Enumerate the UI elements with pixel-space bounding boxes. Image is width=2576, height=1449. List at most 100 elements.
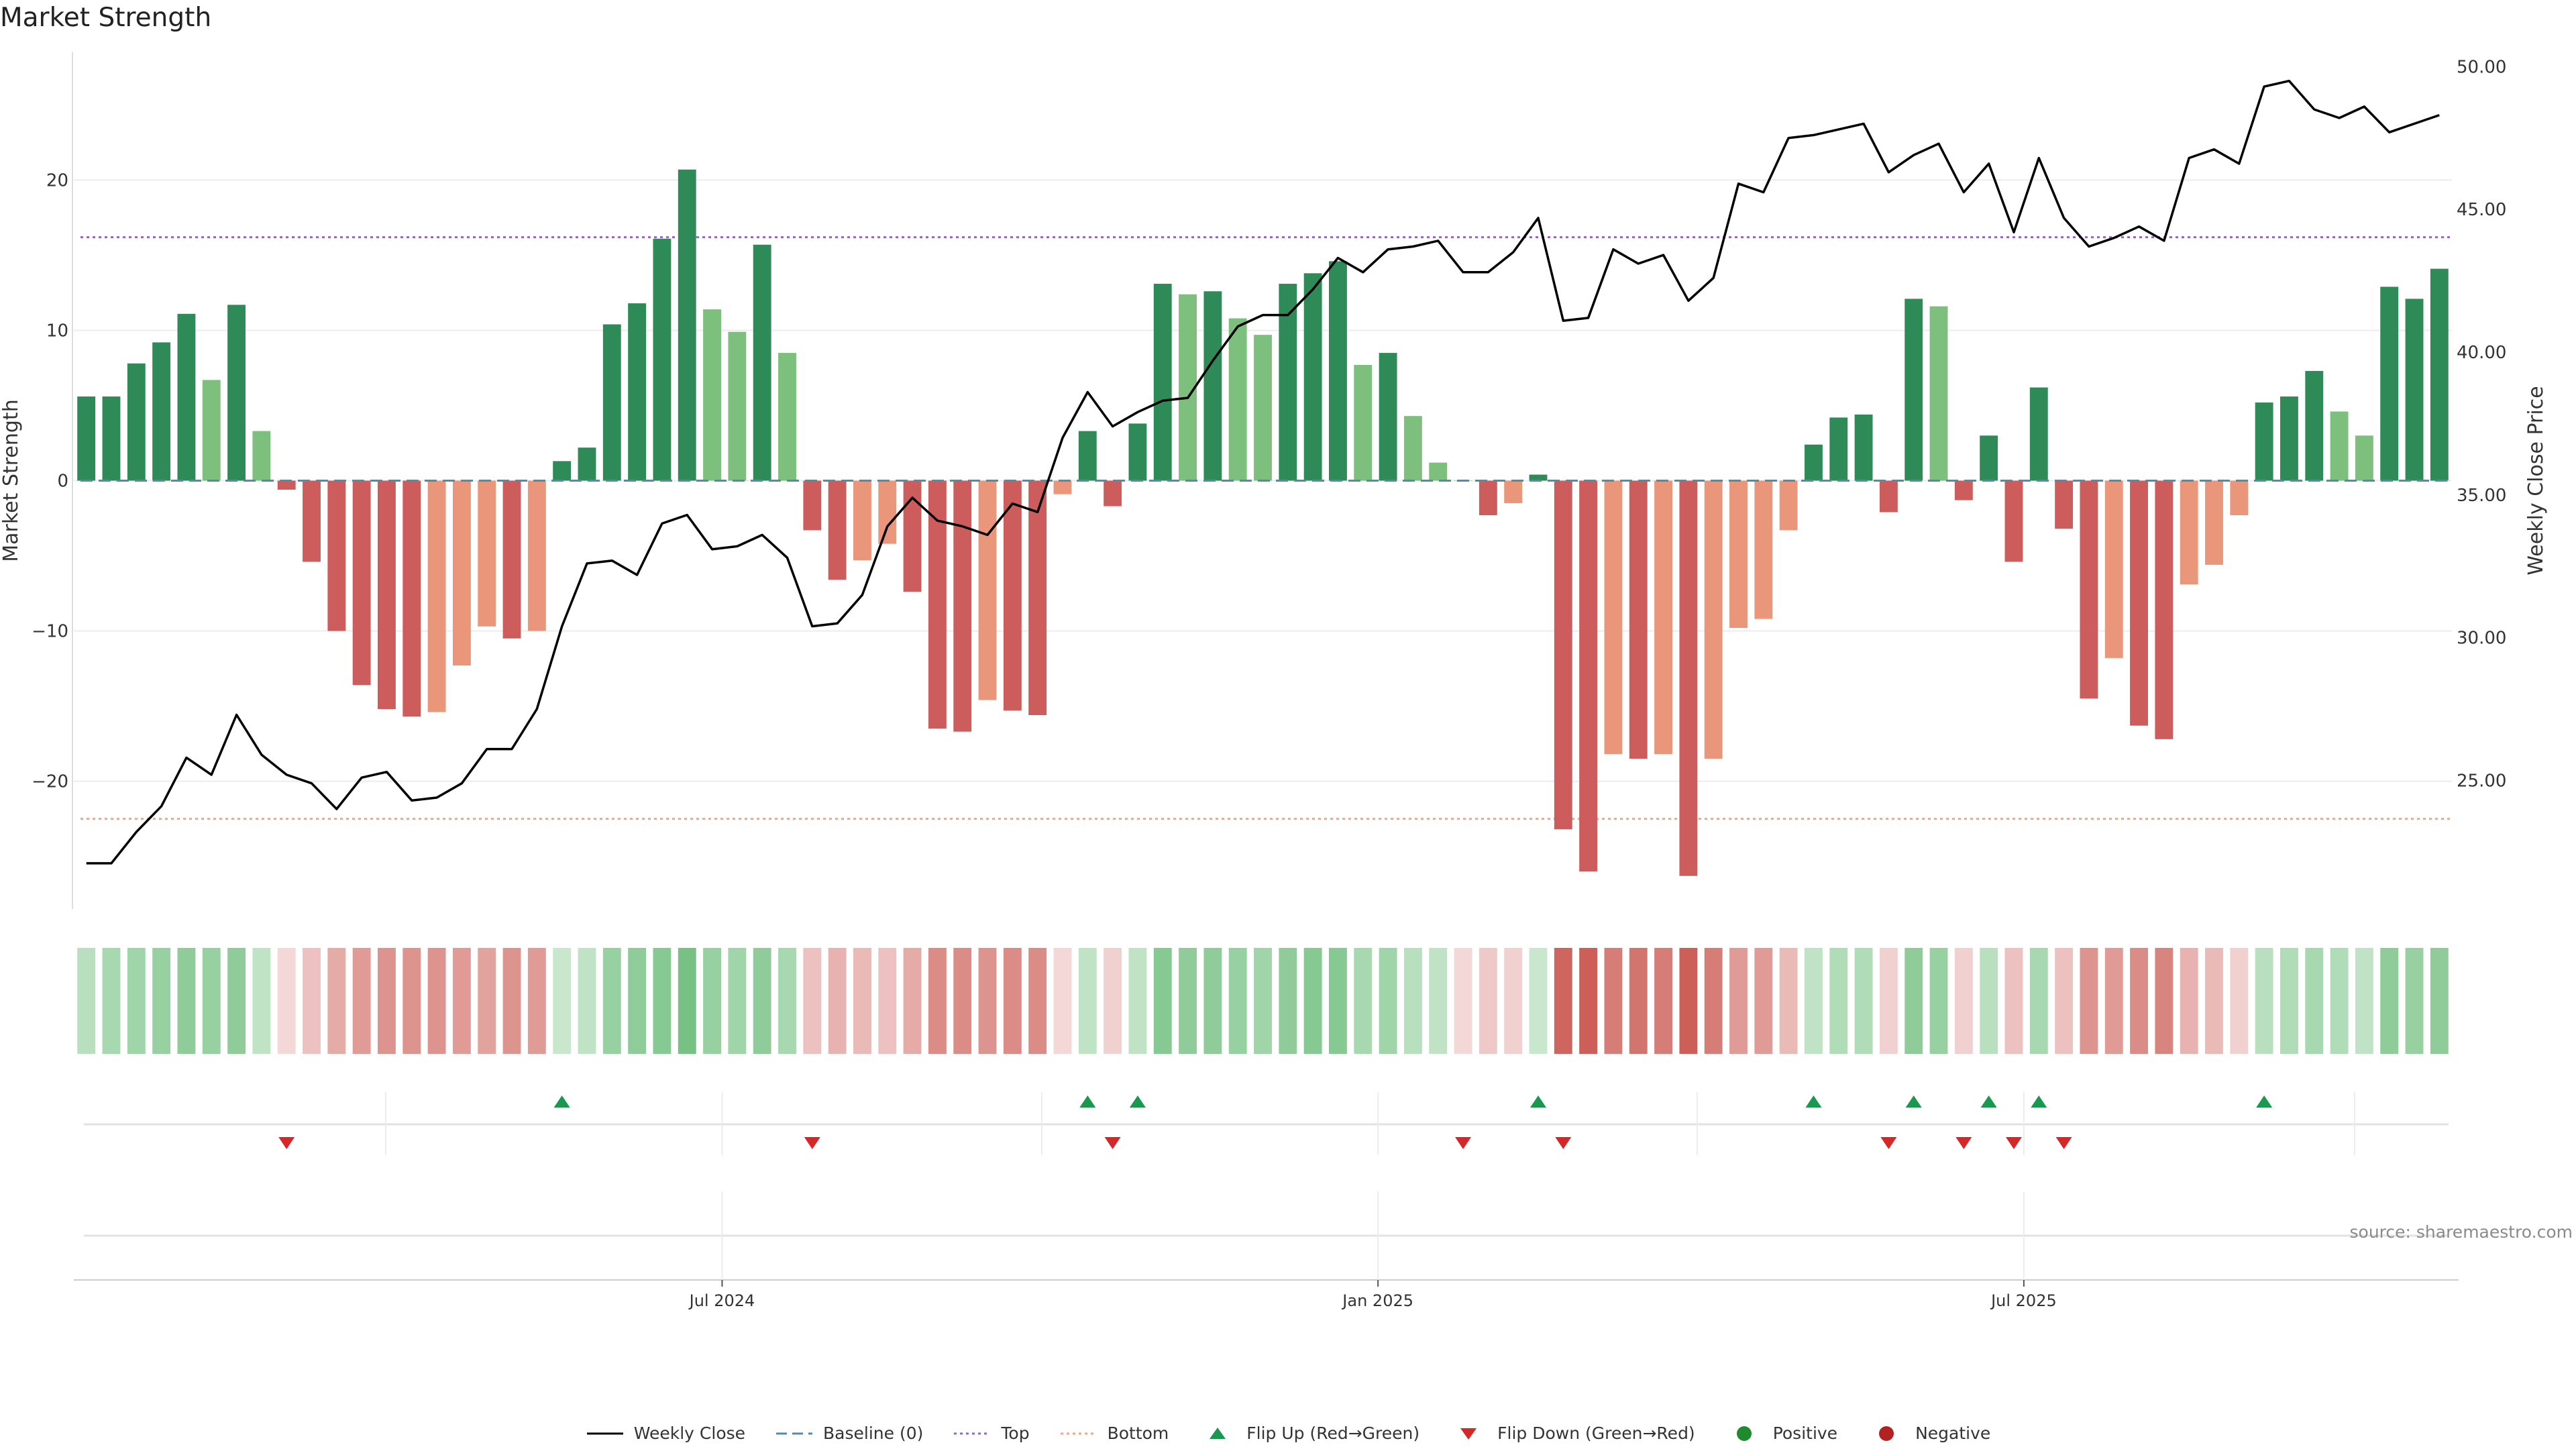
strength-bar [678, 169, 696, 481]
legend-label: Flip Up (Red→Green) [1246, 1424, 1420, 1443]
strip-cell [1729, 948, 1748, 1054]
strength-bar [1354, 364, 1373, 481]
flip-down-marker [1555, 1137, 1572, 1149]
strength-bar [1654, 480, 1672, 755]
strip-cell [2130, 948, 2148, 1054]
strip-cell [1980, 948, 1998, 1054]
strip-cell [1454, 948, 1472, 1054]
strip-cell [1754, 948, 1773, 1054]
strip-cell [953, 948, 972, 1054]
strip-cell [628, 948, 647, 1054]
y-tick-label: 20 [46, 170, 68, 191]
strip-cell [1904, 948, 1923, 1054]
y-tick-label: −20 [32, 772, 68, 792]
strength-bar [2004, 480, 2023, 562]
legend-label: Positive [1772, 1424, 1838, 1443]
strip-cell [602, 948, 621, 1054]
strip-cell [202, 948, 221, 1054]
flip_up-legend-icon [1198, 1425, 1237, 1442]
strength-bar [1254, 335, 1272, 481]
flip-up-marker [2256, 1095, 2273, 1108]
strength-bar [1028, 480, 1047, 715]
strength-bar [1929, 306, 1948, 481]
y-axis-title: Market Strength [0, 399, 23, 561]
strip-cell [1279, 948, 1297, 1054]
strip-cell [502, 948, 521, 1054]
strip-cell [2405, 948, 2424, 1054]
strength-bar [1228, 318, 1247, 481]
strength-bar [953, 480, 972, 732]
strength-bar [1679, 480, 1698, 876]
strength-bar [1604, 480, 1623, 755]
top-legend-icon [953, 1425, 991, 1442]
strength-bar [202, 380, 221, 481]
close-line-layer [86, 79, 2440, 865]
strip-cell [352, 948, 371, 1054]
strength-bar [928, 480, 947, 729]
strip-cell [1028, 948, 1047, 1054]
strength-bar [1279, 284, 1297, 481]
legend-item-baseline: Baseline (0) [775, 1424, 923, 1443]
flip-down-marker [1955, 1137, 1972, 1149]
flip-up-marker [2031, 1095, 2047, 1108]
axes: −20 −10 0 10 20 25.00 30.00 35.00 40.00 45.00 50.0… [0, 52, 2548, 909]
strength-bar [452, 480, 471, 666]
strip-cell [1805, 948, 1823, 1054]
strip-cell [903, 948, 922, 1054]
strength-bar [2104, 480, 2123, 658]
legend-label: Flip Down (Green→Red) [1497, 1424, 1695, 1443]
strip-cell [1128, 948, 1147, 1054]
strip-cell [1704, 948, 1723, 1054]
strip-cell [1504, 948, 1523, 1054]
strip-cell [2155, 948, 2174, 1054]
strength-bar [2130, 480, 2148, 726]
strip-cell [1954, 948, 1973, 1054]
strength-bar [427, 480, 446, 712]
strip-cell [1303, 948, 1322, 1054]
legend-label: Weekly Close [633, 1424, 746, 1443]
strength-bar [628, 303, 647, 481]
strength-bar [152, 342, 171, 481]
strength-bar [402, 480, 421, 717]
time-axis-panel: Jul 2024 Jan 2025 Jul 2025 [74, 1191, 2459, 1310]
legend-label: Bottom [1107, 1424, 1169, 1443]
strength-bar [2155, 480, 2174, 739]
strength-bar [1829, 417, 1848, 481]
strength-bar [653, 238, 672, 481]
strip-cell [152, 948, 171, 1054]
legend: Weekly Close Baseline (0) Top Bottom Flip Up… [0, 1424, 2576, 1443]
strip-cell [2029, 948, 2048, 1054]
strip-cell [1579, 948, 1598, 1054]
strength-bar [878, 480, 897, 544]
strength-bar [327, 480, 346, 631]
flip-down-marker [1880, 1137, 1897, 1149]
strip-cell [853, 948, 871, 1054]
threshold-lines [80, 236, 2452, 820]
y2-tick-label: 45.00 [2457, 200, 2506, 220]
legend-item-flip_up: Flip Up (Red→Green) [1198, 1424, 1419, 1443]
strip-cell [227, 948, 246, 1054]
strip-cell [427, 948, 446, 1054]
strip-cell [1228, 948, 1247, 1054]
strip-cell [2055, 948, 2074, 1054]
strip-cell [928, 948, 947, 1054]
strip-cell [1329, 948, 1347, 1054]
strength-bar [2305, 370, 2324, 481]
strength-bar [602, 324, 621, 481]
strip-cell [2205, 948, 2223, 1054]
strength-bar [978, 480, 997, 700]
strip-cell [1153, 948, 1172, 1054]
flip-markers [84, 1092, 2449, 1155]
strip-cell [2355, 948, 2373, 1054]
strength-bar [1529, 474, 1548, 481]
strength-bar [2405, 299, 2424, 481]
strength-bar [2205, 480, 2223, 565]
strip-cell [1529, 948, 1548, 1054]
source-note: source: sharemaestro.com [2349, 1222, 2573, 1242]
flip-down-marker [2005, 1137, 2022, 1149]
flip-up-marker [553, 1095, 570, 1108]
strength-bar [2180, 480, 2198, 585]
strength-bar [1805, 444, 1823, 481]
strength-bar [2055, 480, 2074, 529]
strength-bar [77, 396, 96, 481]
